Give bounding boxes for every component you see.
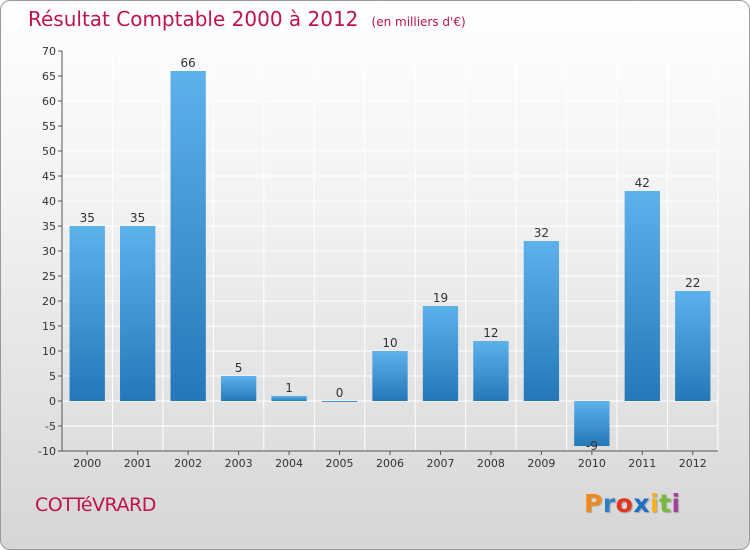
value-label: 42 — [635, 176, 650, 190]
y-tick-label: 10 — [42, 345, 56, 358]
y-tick-label: 35 — [42, 220, 56, 233]
x-tick-label: 2011 — [628, 457, 656, 470]
bar-2001 — [120, 226, 156, 401]
bar-2012 — [675, 291, 711, 401]
logo-letter: x — [633, 489, 650, 518]
y-tick-label: 50 — [42, 145, 56, 158]
y-tick-label: 0 — [49, 395, 56, 408]
chart-unit: (en milliers d'€) — [371, 15, 466, 29]
value-label: -9 — [586, 439, 598, 453]
y-tick-label: 40 — [42, 195, 56, 208]
bar-2010 — [574, 401, 610, 446]
value-label: 5 — [235, 361, 243, 375]
y-tick-label: 25 — [42, 270, 56, 283]
x-tick-label: 2000 — [73, 457, 101, 470]
value-label: 66 — [181, 56, 196, 70]
x-tick-label: 2010 — [578, 457, 606, 470]
y-tick-label: 20 — [42, 295, 56, 308]
y-tick-label: -5 — [45, 420, 56, 433]
y-tick-label: 60 — [42, 95, 56, 108]
bar-2003 — [220, 376, 257, 401]
chart-title: Résultat Comptable 2000 à 2012 — [28, 7, 359, 31]
logo-letter: r — [602, 489, 616, 518]
x-tick-label: 2003 — [225, 457, 253, 470]
logo-letter: i — [650, 489, 660, 518]
proxiti-logo: Proxiti — [584, 489, 681, 518]
value-label: 22 — [685, 276, 700, 290]
x-tick-label: 2007 — [426, 457, 454, 470]
value-label: 32 — [534, 226, 549, 240]
bar-2002 — [170, 71, 206, 401]
value-label: 1 — [285, 381, 293, 395]
bar-2008 — [473, 341, 509, 401]
y-tick-label: 45 — [42, 170, 56, 183]
value-label: 19 — [433, 291, 448, 305]
commune-name: COTTéVRARD — [35, 494, 156, 516]
x-tick-label: 2004 — [275, 457, 303, 470]
value-label: 35 — [130, 211, 145, 225]
x-tick-label: 2012 — [679, 457, 707, 470]
x-tick-label: 2005 — [326, 457, 354, 470]
chart-title-block: Résultat Comptable 2000 à 2012 (en milli… — [28, 7, 466, 31]
value-label: 0 — [336, 386, 344, 400]
bars — [69, 71, 711, 446]
y-tick-label: 30 — [42, 245, 56, 258]
x-tick-label: 2001 — [124, 457, 152, 470]
value-label: 35 — [80, 211, 95, 225]
bar-2007 — [422, 306, 459, 401]
x-tick-label: 2009 — [527, 457, 555, 470]
y-tick-label: 15 — [42, 320, 56, 333]
value-label: 10 — [382, 336, 397, 350]
bar-2004 — [271, 396, 307, 401]
y-tick-label: 65 — [42, 70, 56, 83]
logo-letter: o — [615, 489, 634, 518]
x-tick-label: 2006 — [376, 457, 404, 470]
bar-2000 — [69, 226, 105, 401]
x-tick-label: 2008 — [477, 457, 505, 470]
y-tick-label: 55 — [42, 120, 56, 133]
logo-letter: P — [584, 489, 603, 518]
x-tick-label: 2002 — [174, 457, 202, 470]
logo-letter: i — [671, 489, 681, 518]
y-tick-label: 5 — [49, 370, 56, 383]
value-label: 12 — [483, 326, 498, 340]
bar-2009 — [523, 241, 560, 401]
bar-2005 — [321, 401, 358, 402]
bar-2006 — [372, 351, 408, 401]
logo-letter: t — [659, 489, 672, 518]
bar-2011 — [624, 191, 660, 401]
y-tick-label: 70 — [42, 45, 56, 58]
y-tick-label: -10 — [38, 445, 56, 458]
